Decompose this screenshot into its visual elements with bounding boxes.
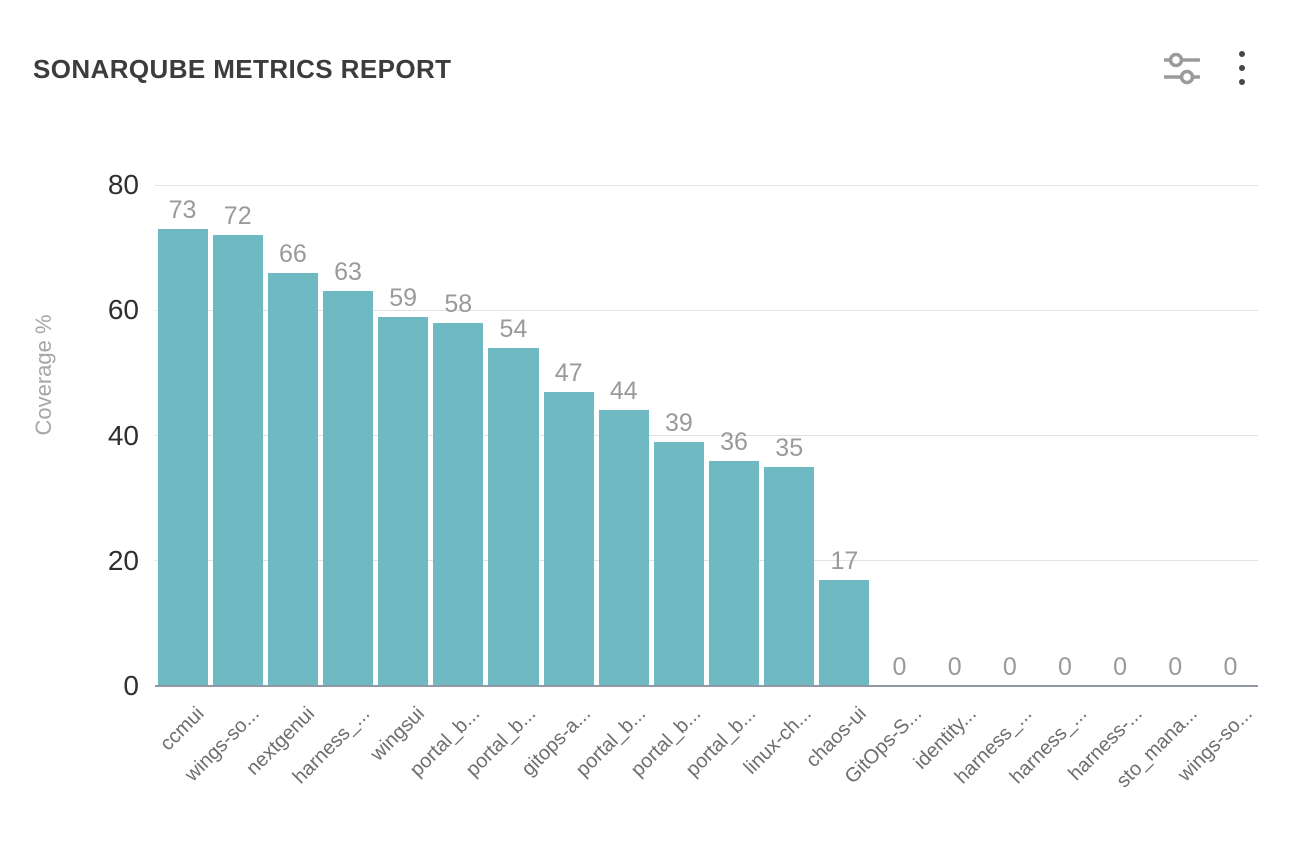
bar[interactable] <box>433 322 484 686</box>
bar[interactable] <box>598 410 649 686</box>
x-axis-line <box>155 685 1258 687</box>
bar[interactable] <box>543 391 594 686</box>
bar-value-label: 59 <box>389 283 418 312</box>
bar[interactable] <box>764 466 815 686</box>
gridline <box>155 309 1258 311</box>
gridline <box>155 435 1258 436</box>
header-actions <box>1164 48 1250 88</box>
bar[interactable] <box>157 228 208 686</box>
bar-value-label: 35 <box>775 433 804 462</box>
bar-value-label: 0 <box>892 653 907 681</box>
gridline <box>155 184 1258 186</box>
bar-value-label: 0 <box>947 653 962 681</box>
bar-value-label: 47 <box>554 358 583 387</box>
bar[interactable] <box>488 347 539 686</box>
bar[interactable] <box>212 235 263 686</box>
y-tick-label: 60 <box>107 294 139 326</box>
bar-value-label: 54 <box>499 314 528 343</box>
bar-value-label: 72 <box>223 202 252 231</box>
gridline <box>155 560 1258 562</box>
bar[interactable] <box>709 460 760 686</box>
bar-value-label: 63 <box>334 258 362 287</box>
bar-value-label: 0 <box>1058 653 1072 681</box>
y-tick-label: 80 <box>107 169 139 200</box>
y-tick-label: 0 <box>123 670 139 701</box>
filter-sliders-icon[interactable] <box>1164 51 1200 85</box>
bar-value-label: 73 <box>168 195 197 224</box>
y-axis-title: Coverage % <box>31 314 56 436</box>
kebab-menu-icon[interactable] <box>1234 48 1250 88</box>
bar[interactable] <box>819 579 870 686</box>
bar[interactable] <box>267 272 318 686</box>
bar[interactable] <box>322 291 374 686</box>
bar[interactable] <box>653 441 704 686</box>
y-tick-label: 40 <box>107 419 139 451</box>
bar-value-label: 66 <box>278 239 307 268</box>
page-title: SONARQUBE METRICS REPORT <box>33 54 452 84</box>
bar-value-label: 39 <box>665 408 693 437</box>
bar[interactable] <box>378 316 429 686</box>
bar-value-label: 17 <box>830 546 859 575</box>
bar-value-label: 36 <box>720 427 748 456</box>
bar-value-label: 0 <box>1168 653 1183 681</box>
y-tick-label: 20 <box>107 544 139 576</box>
bar-value-label: 0 <box>1113 653 1128 681</box>
bar-value-label: 0 <box>1002 653 1017 681</box>
bar-value-label: 0 <box>1223 653 1238 681</box>
bar-value-label: 58 <box>444 289 473 318</box>
bar-value-label: 44 <box>609 377 638 406</box>
